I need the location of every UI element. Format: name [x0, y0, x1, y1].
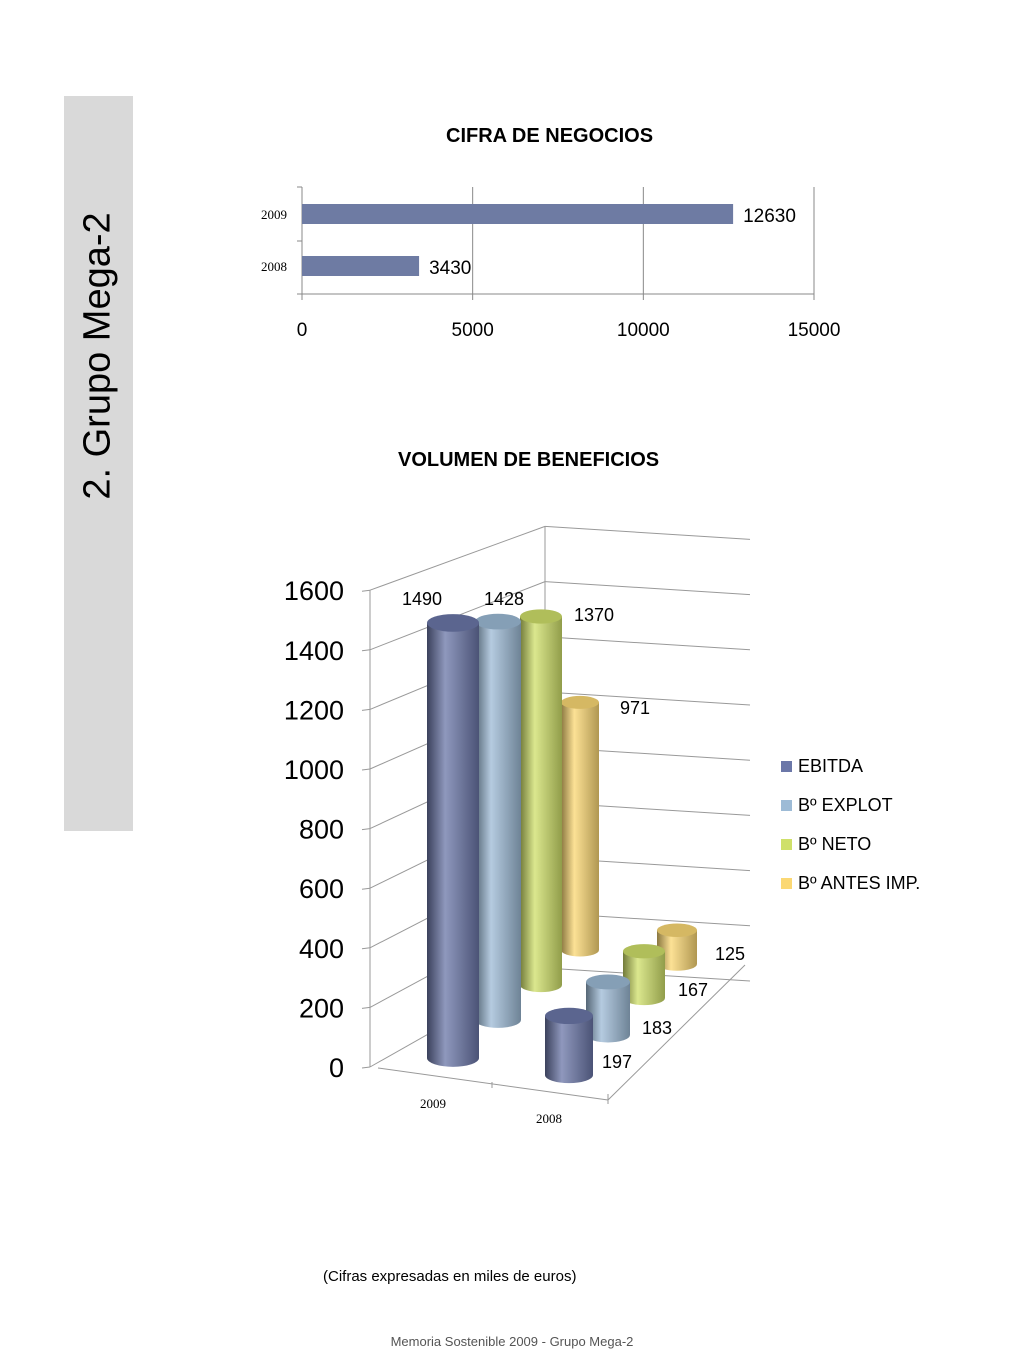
bar-chart-cifra: 0 5000 10000 15000 2009 12630 2008 3430 — [261, 186, 841, 341]
data-label: 167 — [678, 980, 708, 1000]
cylinder-ebitda-2009 — [427, 622, 479, 1067]
y-tick-label: 400 — [299, 934, 344, 964]
legend-swatch — [781, 878, 792, 889]
x-tick-label: 10000 — [617, 320, 670, 341]
back-gridline — [544, 581, 751, 596]
cylinder-b-explot-2009 — [475, 621, 521, 1028]
data-label: 12630 — [743, 206, 796, 227]
data-label: 1428 — [484, 589, 524, 609]
legend-label: Bº EXPLOT — [798, 795, 893, 815]
page-footer: Memoria Sostenible 2009 - Grupo Mega-2 — [390, 1334, 634, 1349]
cylinder-top — [561, 695, 599, 709]
y-tick-label: 0 — [329, 1053, 344, 1083]
cylinder-b-antes-imp--2009 — [561, 702, 599, 957]
cylinder-b-antes-imp--2008 — [657, 930, 697, 971]
data-label: 971 — [620, 698, 650, 718]
y-tick — [361, 708, 371, 711]
bar-2009 — [302, 204, 734, 224]
cylinder-top — [475, 613, 521, 630]
cylinder-ebitda-2008 — [545, 1015, 593, 1084]
bar-2008 — [302, 256, 420, 276]
chart-title-beneficios: VOLUMEN DE BENEFICIOS — [398, 449, 660, 471]
legend-swatch — [781, 839, 792, 850]
legend-swatch — [781, 800, 792, 811]
y-tick — [361, 887, 371, 890]
floor-right-edge — [607, 964, 746, 1101]
x-tick-label: 15000 — [788, 320, 841, 341]
y-tick — [361, 947, 371, 950]
data-label: 1370 — [574, 605, 614, 625]
back-gridline — [544, 636, 751, 651]
chart-title-cifra: CIFRA DE NEGOCIOS — [446, 125, 654, 147]
cylinder-top — [586, 974, 630, 990]
y-tick-label: 1600 — [284, 576, 344, 606]
cylinder-top — [657, 923, 697, 938]
data-label: 197 — [602, 1052, 632, 1072]
y-tick — [361, 1006, 371, 1009]
x-tick-label: 2009 — [420, 1096, 446, 1111]
y-tick-label: 1000 — [284, 755, 344, 785]
y-tick — [361, 1066, 371, 1069]
cylinder-b-explot-2008 — [586, 981, 630, 1043]
cylinder-top — [545, 1007, 593, 1025]
cylinder-top — [427, 614, 479, 632]
back-gridline — [544, 525, 751, 540]
data-label: 125 — [715, 944, 745, 964]
cylinder-top — [520, 609, 562, 624]
y-tick — [361, 589, 371, 592]
floor-front-edge — [377, 1067, 609, 1101]
x-tick-label: 2008 — [536, 1111, 562, 1126]
y-tick-label: 1200 — [284, 695, 344, 725]
y-tick-label: 800 — [299, 815, 344, 845]
y-tick-label: 2009 — [261, 207, 287, 222]
y-tick — [361, 768, 371, 771]
y-tick-label: 1400 — [284, 636, 344, 666]
y-tick-label: 2008 — [261, 259, 287, 274]
legend-label: Bº ANTES IMP. — [798, 873, 920, 893]
back-gridline — [544, 691, 751, 706]
cylinder-b-neto-2008 — [623, 951, 665, 1006]
data-label: 3430 — [429, 258, 471, 279]
y-tick — [361, 649, 371, 652]
data-label: 1490 — [402, 589, 442, 609]
y-tick-label: 600 — [299, 874, 344, 904]
y-tick-label: 200 — [299, 993, 344, 1023]
section-sidebar — [64, 96, 133, 831]
legend-label: EBITDA — [798, 756, 863, 776]
x-tick-label: 0 — [297, 320, 308, 341]
data-label: 183 — [642, 1018, 672, 1038]
legend-label: Bº NETO — [798, 834, 871, 854]
cylinder-top — [623, 944, 665, 959]
side-gridline — [369, 525, 546, 591]
y-tick — [361, 828, 371, 831]
units-note: (Cifras expresadas en miles de euros) — [323, 1268, 577, 1285]
cylinder-b-neto-2009 — [520, 616, 562, 993]
x-tick-label: 5000 — [452, 320, 494, 341]
legend-swatch — [781, 761, 792, 772]
